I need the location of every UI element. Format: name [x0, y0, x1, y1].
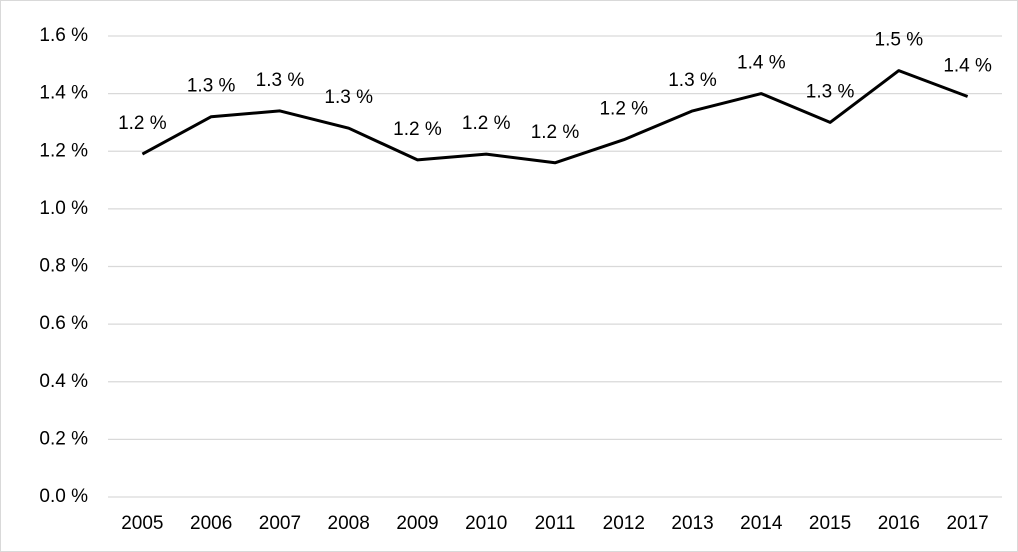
data-label: 1.2 %	[599, 99, 648, 120]
y-tick-label: 1.6 %	[39, 25, 88, 46]
data-label: 1.3 %	[668, 70, 717, 91]
x-tick-label: 2016	[878, 513, 920, 534]
y-tick-label: 0.0 %	[39, 486, 88, 507]
x-tick-label: 2012	[603, 513, 645, 534]
data-label: 1.2 %	[393, 119, 442, 140]
x-tick-label: 2008	[328, 513, 370, 534]
line	[141, 69, 969, 165]
x-tick-label: 2017	[946, 513, 988, 534]
y-tick-label: 1.4 %	[39, 83, 88, 104]
data-label: 1.3 %	[806, 81, 855, 102]
x-tick-label: 2011	[535, 513, 576, 534]
x-tick-label: 2006	[190, 513, 232, 534]
y-tick-label: 1.0 %	[39, 198, 88, 219]
x-tick-label: 2014	[740, 513, 783, 534]
data-label: 1.2 %	[118, 113, 167, 134]
data-label: 1.4 %	[943, 56, 992, 77]
x-tick-label: 2013	[671, 513, 713, 534]
y-tick-label: 1.2 %	[39, 140, 88, 161]
data-label: 1.2 %	[462, 113, 511, 134]
x-tick-label: 2015	[809, 513, 851, 534]
x-tick-label: 2007	[259, 513, 301, 534]
data-label: 1.3 %	[324, 87, 373, 108]
x-tick-label: 2005	[121, 513, 163, 534]
y-tick-label: 0.8 %	[39, 256, 88, 277]
y-tick-label: 0.6 %	[39, 313, 88, 334]
x-tick-label: 2010	[465, 513, 507, 534]
data-label: 1.4 %	[737, 53, 786, 74]
y-tick-label: 0.4 %	[39, 371, 88, 392]
y-tick-label: 0.2 %	[39, 428, 88, 449]
data-label: 1.2 %	[531, 122, 580, 143]
data-label: 1.5 %	[875, 30, 924, 51]
data-label: 1.3 %	[256, 70, 305, 91]
x-tick-label: 2009	[396, 513, 438, 534]
data-label: 1.3 %	[187, 76, 236, 97]
